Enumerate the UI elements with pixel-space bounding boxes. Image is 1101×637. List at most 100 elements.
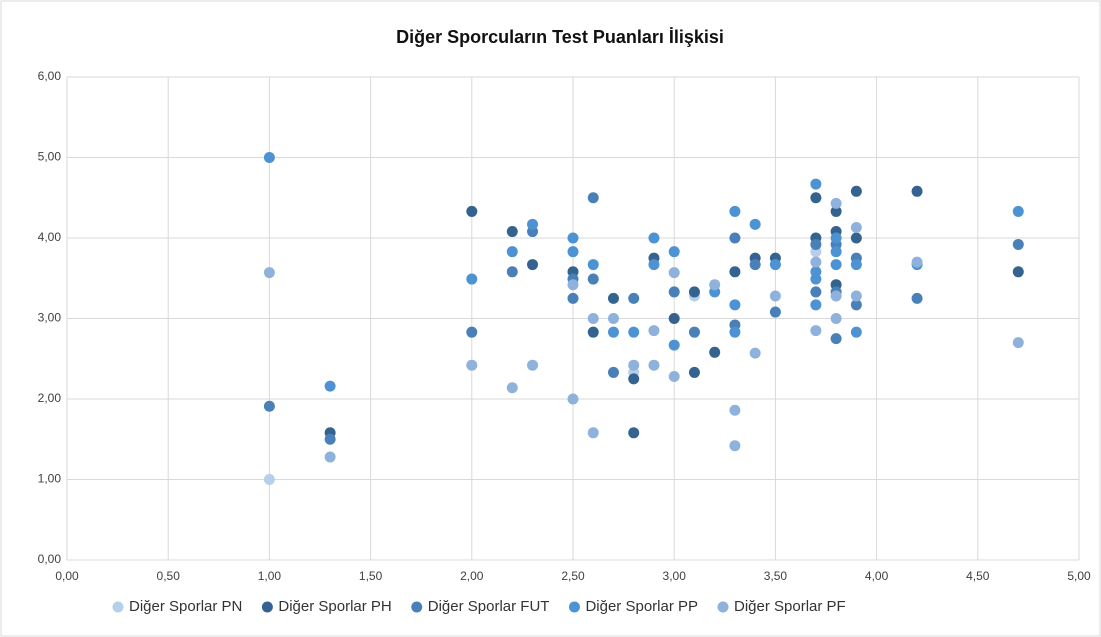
scatter-point xyxy=(830,290,842,302)
scatter-point xyxy=(830,205,842,217)
x-tick-label: 0,00 xyxy=(55,569,79,583)
scatter-point xyxy=(769,306,781,318)
scatter-point xyxy=(709,346,721,358)
scatter-point xyxy=(810,325,822,337)
scatter-point xyxy=(607,292,619,304)
scatter-point xyxy=(648,325,660,337)
scatter-point xyxy=(567,393,579,405)
legend-label: Diğer Sporlar PP xyxy=(585,598,698,615)
y-tick-label: 5,00 xyxy=(38,150,62,164)
scatter-point xyxy=(850,290,862,302)
scatter-point xyxy=(810,178,822,190)
scatter-point xyxy=(830,232,842,244)
scatter-point xyxy=(911,256,923,268)
scatter-point xyxy=(688,326,700,338)
scatter-point xyxy=(729,440,741,452)
scatter-point xyxy=(567,232,579,244)
scatter-point xyxy=(466,326,478,338)
y-tick-label: 6,00 xyxy=(38,69,62,83)
scatter-point xyxy=(1012,238,1024,250)
x-tick-label: 2,50 xyxy=(561,569,585,583)
y-tick-label: 3,00 xyxy=(38,311,62,325)
scatter-point xyxy=(850,326,862,338)
scatter-point xyxy=(628,326,640,338)
scatter-point xyxy=(587,273,599,285)
scatter-point xyxy=(850,232,862,244)
scatter-point xyxy=(506,266,518,278)
scatter-point xyxy=(1012,205,1024,217)
scatter-point xyxy=(830,333,842,345)
legend-marker xyxy=(568,601,580,613)
x-tick-label: 5,00 xyxy=(1067,569,1091,583)
x-tick-label: 2,00 xyxy=(460,569,484,583)
scatter-point xyxy=(688,366,700,378)
scatter-point xyxy=(1012,337,1024,349)
y-tick-label: 0,00 xyxy=(38,552,62,566)
scatter-point xyxy=(850,185,862,197)
scatter-point xyxy=(911,185,923,197)
scatter-point xyxy=(668,313,680,324)
scatter-point xyxy=(648,259,660,271)
scatter-point xyxy=(688,286,700,298)
scatter-point xyxy=(668,246,680,258)
legend-marker xyxy=(717,601,729,613)
scatter-point xyxy=(810,238,822,250)
scatter-point xyxy=(668,370,680,382)
scatter-point xyxy=(810,273,822,285)
scatter-point xyxy=(749,259,761,271)
scatter-point xyxy=(587,326,599,338)
scatter-point xyxy=(607,326,619,338)
scatter-point xyxy=(769,290,781,302)
scatter-point xyxy=(506,226,518,238)
scatter-point xyxy=(850,299,862,311)
scatter-point xyxy=(324,451,336,463)
scatter-point xyxy=(527,218,539,230)
scatter-point xyxy=(607,366,619,378)
scatter-point xyxy=(850,259,862,271)
scatter-point xyxy=(668,339,680,351)
scatter-point xyxy=(810,286,822,298)
scatter-point xyxy=(567,292,579,304)
scatter-point xyxy=(911,292,923,304)
scatter-point xyxy=(648,232,660,244)
x-tick-label: 1,50 xyxy=(359,569,383,583)
x-tick-label: 3,00 xyxy=(663,569,687,583)
legend-marker xyxy=(411,601,423,613)
scatter-point xyxy=(729,404,741,416)
scatter-point xyxy=(830,259,842,271)
scatter-point xyxy=(527,359,539,371)
scatter-point xyxy=(527,259,539,271)
scatter-point xyxy=(607,313,619,324)
scatter-point xyxy=(668,286,680,298)
scatter-point xyxy=(830,246,842,258)
legend-marker xyxy=(112,601,124,613)
scatter-point xyxy=(729,266,741,278)
scatter-point xyxy=(628,292,640,304)
scatter-point xyxy=(810,256,822,268)
scatter-point xyxy=(324,433,336,445)
y-tick-label: 4,00 xyxy=(38,230,62,244)
chart-title: Diğer Sporcuların Test Puanları İlişkisi xyxy=(396,27,724,47)
legend-label: Diğer Sporlar PH xyxy=(278,598,391,615)
scatter-point xyxy=(729,232,741,244)
legend-label: Diğer Sporlar FUT xyxy=(428,598,550,615)
scatter-point xyxy=(648,359,660,371)
scatter-point xyxy=(749,347,761,359)
scatter-point xyxy=(263,400,275,412)
scatter-point xyxy=(466,205,478,217)
x-tick-label: 4,00 xyxy=(865,569,889,583)
scatter-point xyxy=(567,246,579,258)
scatter-point xyxy=(506,382,518,394)
y-tick-label: 2,00 xyxy=(38,391,62,405)
legend-label: Diğer Sporlar PN xyxy=(129,598,242,615)
legend-marker xyxy=(261,601,273,613)
scatter-point xyxy=(587,192,599,204)
scatter-point xyxy=(729,326,741,338)
scatter-point xyxy=(587,427,599,439)
scatter-point xyxy=(263,267,275,279)
scatter-point xyxy=(324,380,336,392)
scatter-point xyxy=(567,279,579,291)
scatter-point xyxy=(709,279,721,291)
scatter-point xyxy=(749,218,761,230)
x-tick-label: 1,00 xyxy=(258,569,282,583)
